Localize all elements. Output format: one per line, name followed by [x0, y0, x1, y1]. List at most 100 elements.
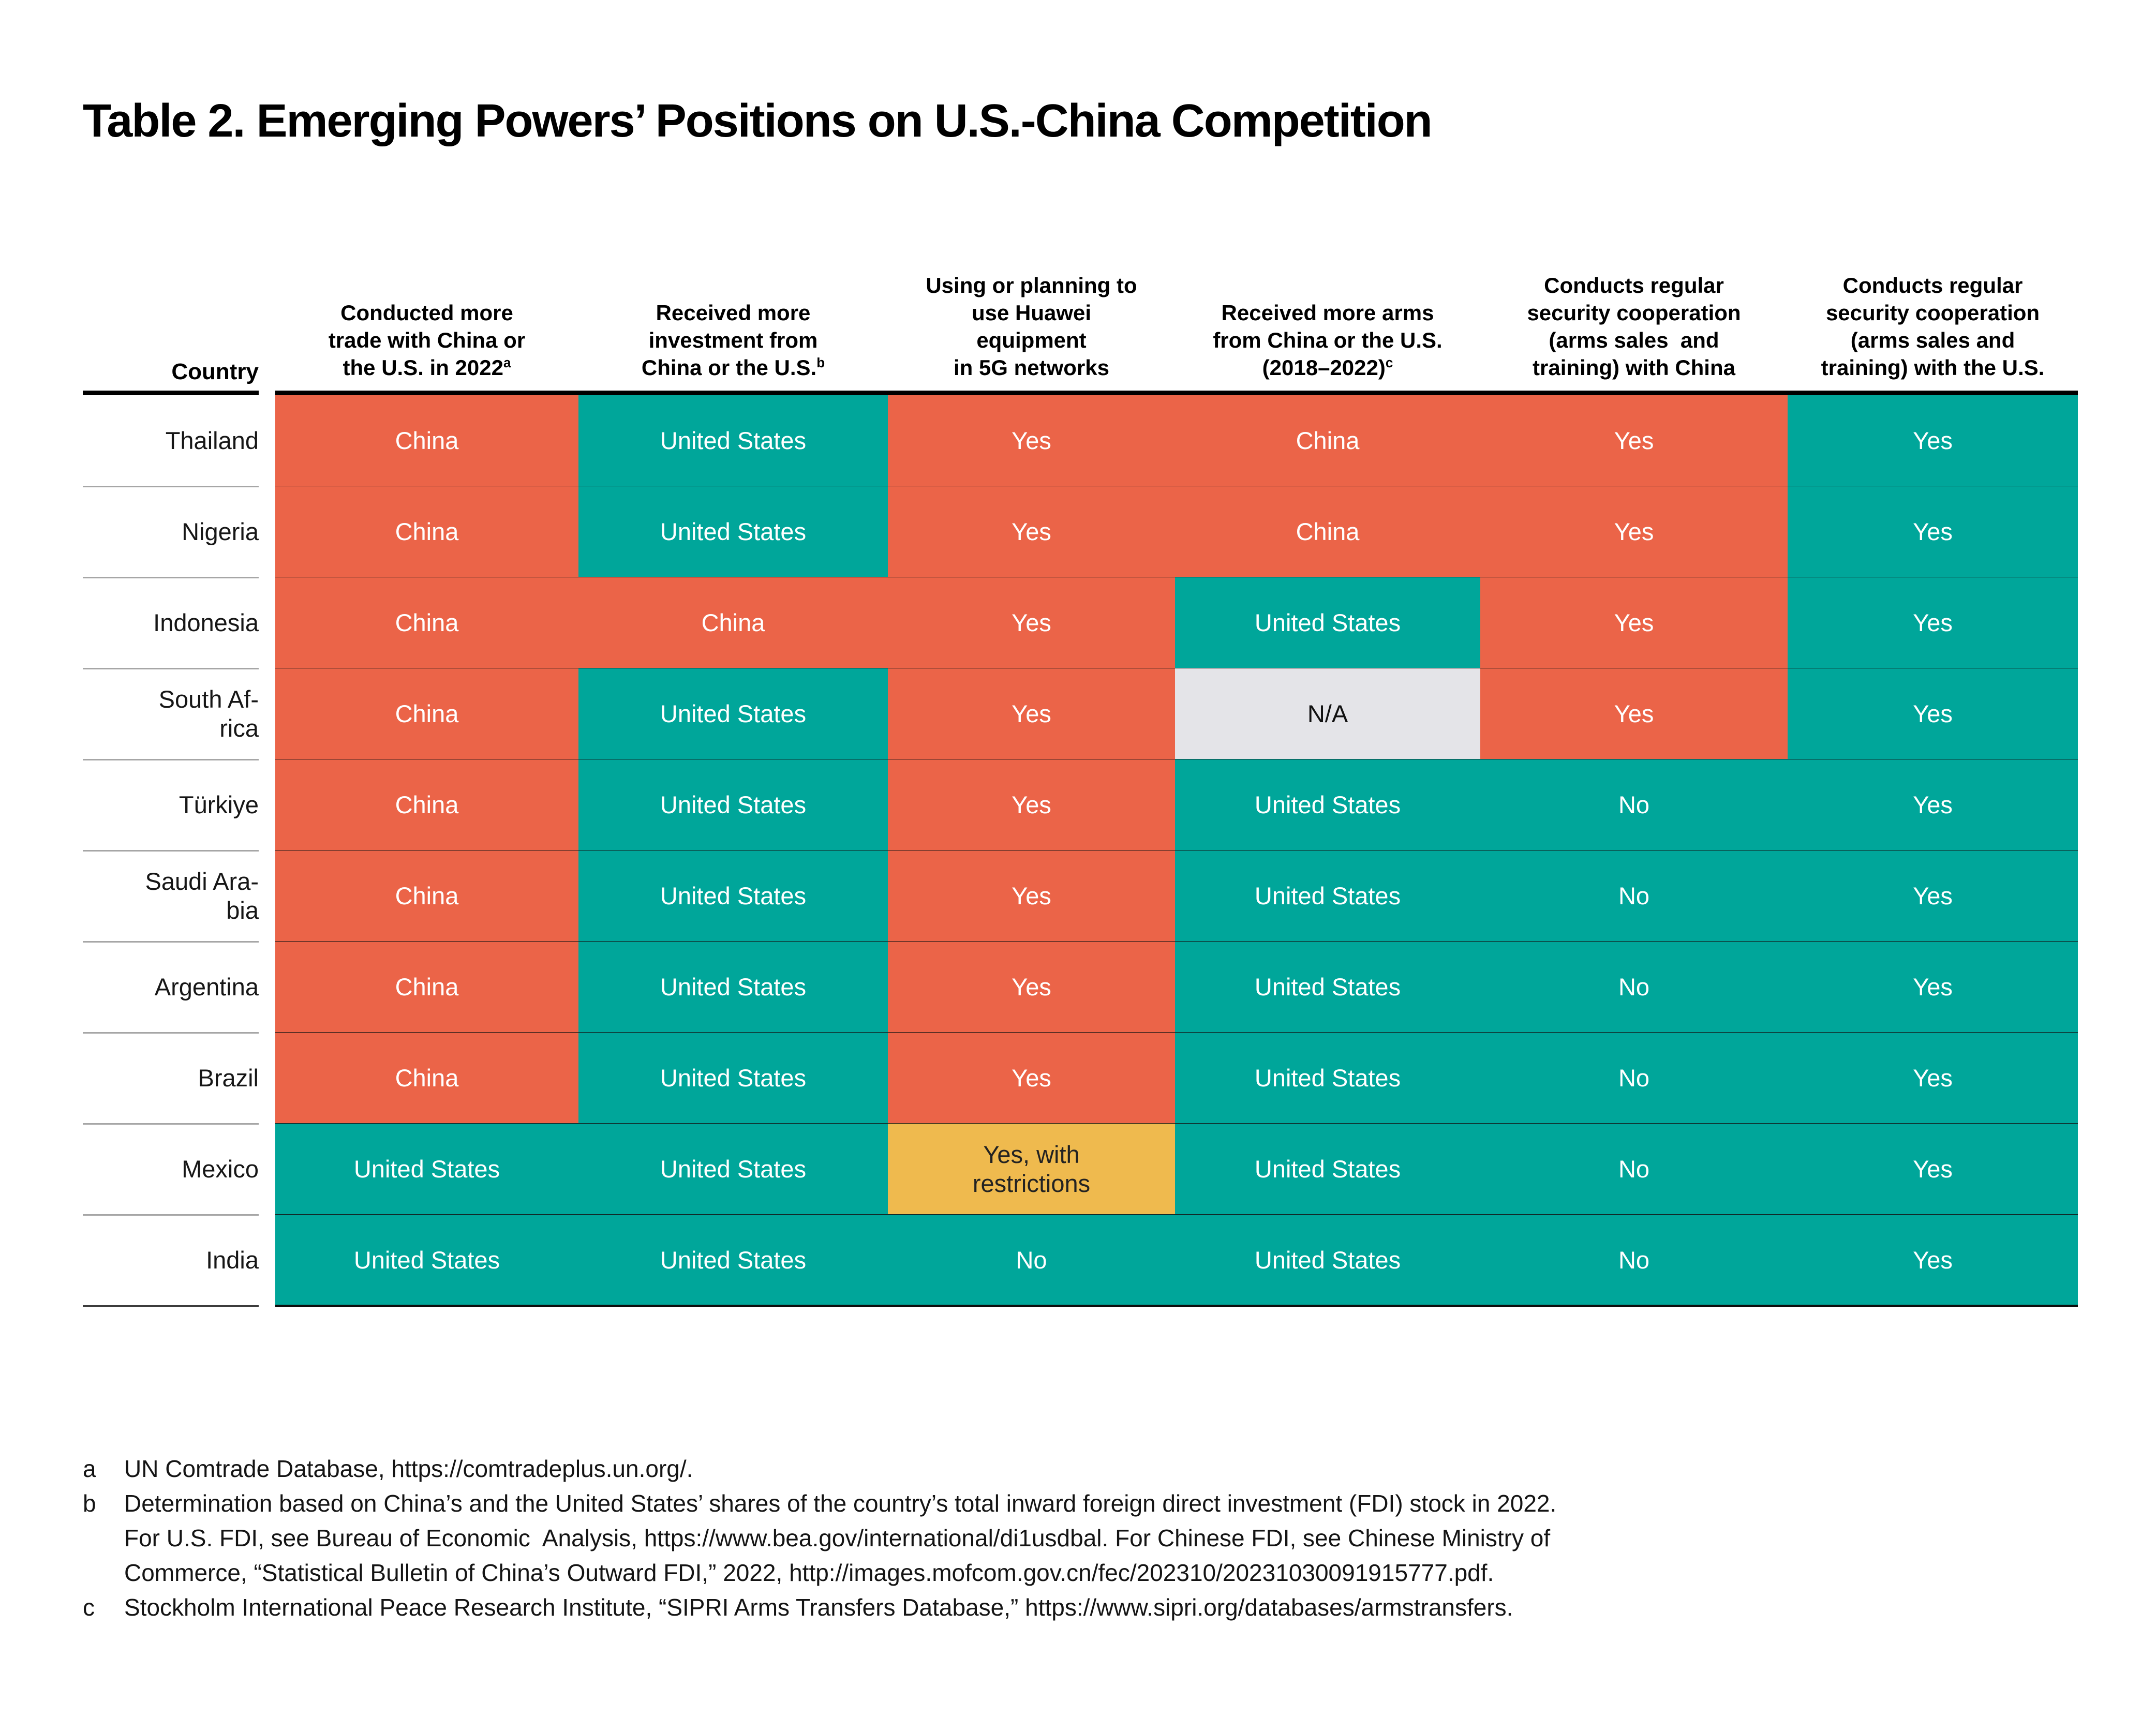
table-cell-line: Yes [1012, 1064, 1051, 1092]
table-cell: China [275, 1033, 578, 1124]
row-cells: China China Yes United States Yes Yes [275, 577, 2078, 669]
column-header-line: the U.S. in 2022a [343, 355, 511, 380]
footnote-reference: a [503, 355, 511, 370]
table-cell-line: Yes [1913, 518, 1953, 545]
table-header-row: Country Conducted more trade with China o… [83, 235, 2078, 395]
country-name-line: Thailand [165, 427, 259, 454]
table-cell: N/A [1175, 668, 1480, 759]
row-cells: United States United States Yes, with restr… [275, 1124, 2078, 1216]
column-header-line: in 5G networks [953, 355, 1110, 380]
table-cell: China [1175, 486, 1480, 577]
table-cell-line: China [395, 609, 459, 636]
country-name: Türkiye [83, 759, 275, 852]
country-name: South Af-rica [83, 668, 275, 760]
table-cell-line: Yes [1012, 973, 1051, 1001]
table-cell: Yes [888, 759, 1175, 850]
table-cell: China [578, 577, 888, 668]
table-cell: United States [578, 1033, 888, 1124]
row-cells: China United States Yes N/A Yes Yes [275, 668, 2078, 760]
footnote-text-line: UN Comtrade Database, https://comtradepl… [124, 1455, 693, 1482]
table-cell: United States [578, 1215, 888, 1306]
table-cell: Yes [1480, 668, 1788, 759]
table-cell-line: Yes [1614, 427, 1654, 454]
column-header-line: China or the U.S.b [641, 355, 825, 380]
table-cell-line: No [1618, 882, 1650, 909]
table-cell-line: restrictions [972, 1170, 1091, 1197]
row-cells: United States United States No United State… [275, 1215, 2078, 1307]
table-cell: Yes [1788, 850, 2078, 942]
table-cell-line: China [395, 973, 459, 1001]
table-row: South Af-rica China United States Yes N/A Yes… [83, 668, 2078, 760]
table-cell: Yes [888, 577, 1175, 668]
table-cell: Yes [1480, 577, 1788, 668]
table-cell: United States [1175, 1033, 1480, 1124]
data-column-headers: Conducted more trade with China or the U.S… [275, 235, 2078, 395]
table-cell: United States [1175, 850, 1480, 942]
table-cell: United States [578, 942, 888, 1033]
table-cell: Yes [1788, 395, 2078, 486]
table-cell: Yes [888, 395, 1175, 486]
table-cell: United States [578, 395, 888, 486]
table-cell: United States [578, 486, 888, 577]
table-cell: Yes [888, 668, 1175, 759]
table-cell: No [888, 1215, 1175, 1306]
row-cells: China United States Yes China Yes Yes [275, 486, 2078, 578]
country-name: Nigeria [83, 486, 275, 578]
table-cell-line: United States [660, 791, 807, 818]
column-header-line: (arms sales and [1850, 328, 2015, 352]
table-cell-line: China [395, 427, 459, 454]
country-name: Saudi Ara-bia [83, 850, 275, 943]
table-row: Argentina China United States Yes United Sta… [83, 942, 2078, 1034]
footnote: a UN Comtrade Database, https://comtradep… [83, 1452, 2090, 1486]
table-cell-line: Yes [1012, 609, 1051, 636]
table-cell-line: United States [660, 700, 807, 727]
country-name-line: South Af- [158, 685, 259, 713]
table-cell-line: Yes [1913, 1064, 1953, 1092]
footnote: b Determination based on China’s and the … [83, 1486, 2090, 1590]
column-header-line: trade with China or [328, 328, 526, 352]
table-cell: China [275, 942, 578, 1033]
table-cell: China [275, 668, 578, 759]
table-cell: United States [275, 1215, 578, 1306]
country-name-line: Saudi Ara- [145, 868, 259, 895]
table-cell-line: Yes, with [983, 1141, 1080, 1168]
country-name: Indonesia [83, 577, 275, 669]
table-cell-line: China [1296, 427, 1360, 454]
table-cell: United States [578, 668, 888, 759]
table-cell-line: No [1618, 1064, 1650, 1092]
footnote-marker: b [83, 1490, 96, 1517]
table-cell: No [1480, 1033, 1788, 1124]
country-column-header: Country [83, 235, 275, 395]
table-cell: Yes [888, 850, 1175, 942]
table-cell-line: United States [1254, 973, 1401, 1001]
table-cell: United States [1175, 1215, 1480, 1306]
table-cell: Yes [888, 486, 1175, 577]
table-cell: No [1480, 1215, 1788, 1306]
row-cells: China United States Yes United States No Yes [275, 1033, 2078, 1125]
table-cell: China [275, 486, 578, 577]
table-cell: United States [1175, 1124, 1480, 1215]
row-cells: China United States Yes United States No Yes [275, 759, 2078, 852]
table-cell-line: United States [353, 1246, 500, 1274]
table-cell: Yes [1480, 486, 1788, 577]
table-cell-line: United States [1254, 1064, 1401, 1092]
table-cell: Yes [1788, 668, 2078, 759]
column-header-line: security cooperation [1527, 301, 1741, 325]
footnote-marker: c [83, 1594, 95, 1621]
table-cell-line: United States [660, 1246, 807, 1274]
table-cell-line: China [1296, 518, 1360, 545]
table-cell: China [275, 577, 578, 668]
table-cell-line: China [395, 518, 459, 545]
column-header: Conducts regular security cooperation (arm… [1788, 235, 2078, 391]
table-cell-line: United States [660, 973, 807, 1001]
footnote-text: Stockholm International Peace Research I… [124, 1590, 1513, 1625]
table-row: Thailand China United States Yes China Yes Yes [83, 395, 2078, 487]
country-name: India [83, 1215, 275, 1307]
country-name-line: Nigeria [182, 518, 259, 545]
table-cell: No [1480, 942, 1788, 1033]
table-cell-line: United States [660, 1064, 807, 1092]
footnote-text-line: Determination based on China’s and the U… [124, 1490, 1557, 1517]
table-cell-line: Yes [1913, 609, 1953, 636]
table-cell: China [275, 395, 578, 486]
